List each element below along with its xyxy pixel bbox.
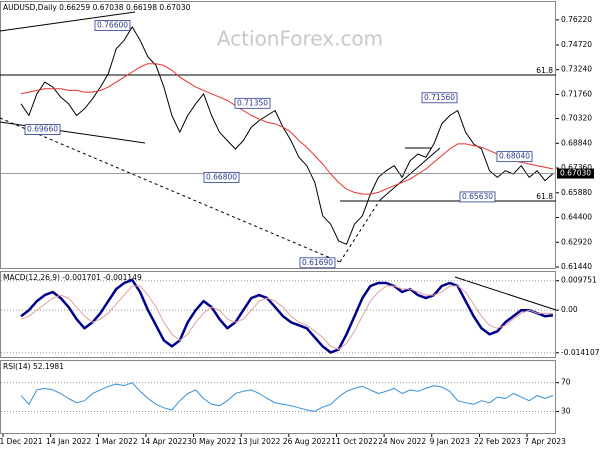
level-box: [24, 124, 61, 135]
trend-line: [0, 117, 341, 263]
x-tick-label: 22 Feb 2023: [474, 437, 521, 446]
series-line: [20, 63, 554, 195]
level-label: 0.76600: [97, 21, 128, 30]
y-tick-label: 0.61440: [561, 262, 592, 271]
y-tick-label: 0.71760: [561, 89, 592, 98]
level-box: [496, 151, 533, 163]
series-line: [20, 26, 554, 245]
trend-line: [339, 199, 381, 263]
y-tick-label: 0.70320: [561, 114, 592, 123]
y-tick-label: 0.009751: [561, 276, 597, 285]
current-price-tag: [557, 168, 594, 179]
level-box: [459, 191, 496, 203]
x-tick-label: 7 Apr 2023: [524, 437, 566, 446]
price-title: AUDUSD,Daily 0.66259 0.67038 0.66198 0.6…: [3, 3, 191, 12]
series-line: [20, 278, 554, 354]
level-box: [421, 92, 458, 104]
trend-line: [0, 121, 146, 144]
level-box: [94, 20, 131, 31]
fib-label: 61.8: [536, 66, 553, 75]
y-tick-label: 0.00: [561, 305, 578, 314]
x-tick-label: 13 Jul 2022: [238, 437, 281, 446]
level-label: 0.66800: [206, 172, 237, 181]
x-tick-label: 24 Nov 2022: [378, 437, 426, 446]
level-label: 0.71560: [424, 93, 455, 102]
price-panel: [0, 1, 556, 269]
fib-label: 61.8: [536, 192, 553, 201]
y-tick-label: 0.73240: [561, 65, 592, 74]
x-tick-label: 1 Mar 2022: [95, 437, 138, 446]
macd-trend-line: [454, 276, 557, 311]
watermark: ActionForex.com: [217, 27, 383, 51]
level-box: [299, 257, 336, 269]
level-box: [203, 171, 240, 183]
y-tick-label: 0.64400: [561, 213, 592, 222]
level-label: 0.68040: [499, 152, 530, 161]
y-tick-label: 70: [561, 378, 571, 387]
level-box: [234, 97, 271, 109]
macd-panel: [0, 271, 556, 358]
x-tick-label: 26 Aug 2022: [283, 437, 331, 446]
trend-line: [0, 11, 136, 32]
current-price-label: 0.67030: [560, 169, 591, 178]
x-tick-label: 14 Apr 2022: [141, 437, 188, 446]
y-tick-label: 0.76220: [561, 15, 592, 24]
x-tick-label: 9 Jan 2023: [430, 437, 470, 446]
x-tick-label: 11 Oct 2022: [331, 437, 378, 446]
x-tick-label: 30 May 2022: [187, 437, 236, 446]
y-tick-label: 30: [561, 406, 571, 415]
y-tick-label: 0.68840: [561, 138, 592, 147]
y-tick-label: 0.62920: [561, 237, 592, 246]
y-tick-label: 0.67360: [561, 163, 592, 172]
rsi-panel: [0, 360, 556, 434]
trend-line: [379, 147, 441, 201]
series-line: [20, 285, 554, 350]
macd-title: MACD(12,26,9) -0.001701 -0.001149: [3, 273, 142, 282]
y-tick-label: 0.74720: [561, 40, 592, 49]
series-line: [20, 382, 554, 412]
level-label: 0.71350: [237, 98, 268, 107]
level-label: 0.69660: [27, 125, 58, 134]
y-tick-label: 0.65880: [561, 188, 592, 197]
level-label: 0.61690: [302, 258, 333, 267]
level-label: 0.65630: [462, 192, 493, 201]
rsi-title: RSI(14) 52.1981: [3, 362, 64, 371]
y-tick-label: -0.014107: [561, 348, 600, 357]
x-tick-label: 1 Dec 2021: [0, 437, 43, 446]
x-tick-label: 14 Jan 2022: [46, 437, 91, 446]
